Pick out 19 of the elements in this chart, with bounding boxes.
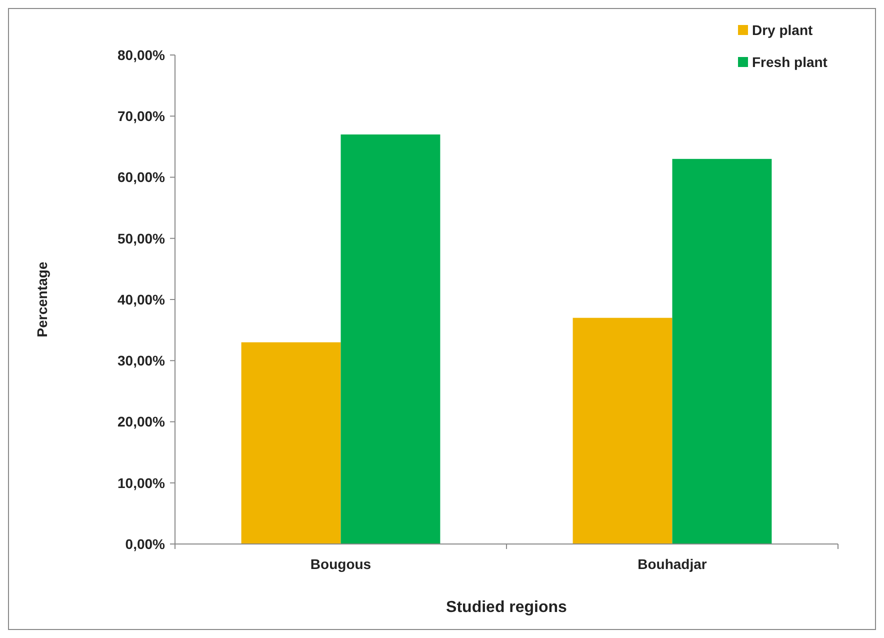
x-axis-title: Studied regions — [446, 599, 568, 616]
y-tick-label: 40,00% — [118, 291, 166, 308]
y-tick-label: 80,00% — [118, 46, 166, 63]
y-tick-label: 50,00% — [118, 230, 166, 246]
legend-label: Dry plant — [752, 22, 814, 38]
y-tick-label: 0,00% — [125, 536, 166, 552]
bar — [572, 318, 672, 544]
y-tick-label: 60,00% — [118, 169, 166, 186]
y-tick-label: 30,00% — [118, 352, 166, 369]
bar — [672, 158, 772, 544]
y-tick-label: 10,00% — [118, 474, 166, 491]
bar — [340, 134, 440, 544]
bar — [241, 342, 341, 544]
y-tick-label: 20,00% — [118, 414, 166, 430]
legend-label: Fresh plant — [752, 54, 828, 70]
x-tick-label: Bougous — [310, 556, 372, 572]
y-axis-title: Percentage — [34, 262, 50, 338]
y-tick-label: 70,00% — [118, 108, 166, 124]
x-tick-label: Bouhadjar — [638, 556, 708, 572]
